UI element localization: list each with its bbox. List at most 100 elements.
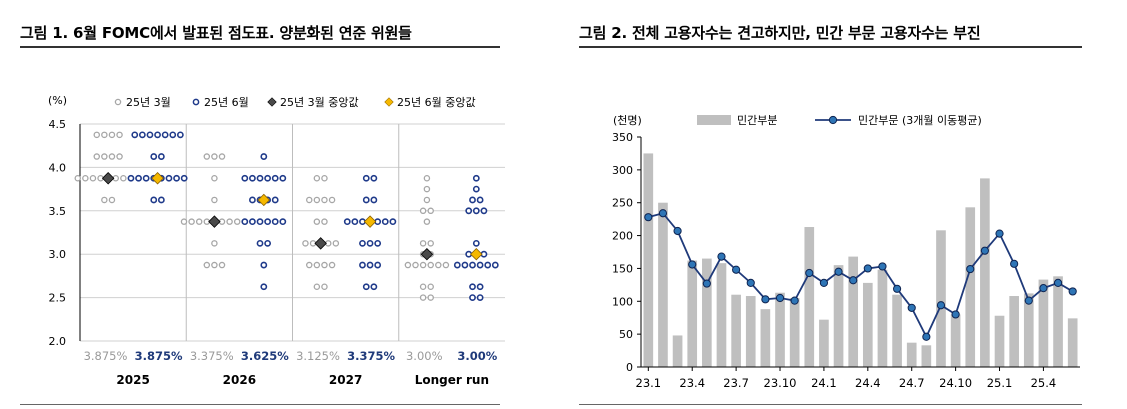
moving-average-point [1024, 296, 1033, 305]
moving-average-point [951, 310, 960, 319]
y-tick-label: 4.0 [49, 161, 67, 174]
y-tick-label: 200 [612, 230, 633, 243]
march-dot [116, 131, 123, 139]
moving-average-point [995, 229, 1004, 238]
moving-average-point [834, 267, 843, 276]
march-dot [226, 218, 233, 225]
legend-bar-swatch [697, 115, 731, 125]
march-dot [427, 207, 434, 215]
march-dot [195, 218, 203, 225]
x-tick-label: 24.7 [899, 376, 925, 390]
y-tick-label: 350 [612, 131, 633, 144]
march-dot [211, 196, 218, 204]
bar [921, 345, 932, 367]
march-dot [218, 261, 226, 269]
moving-average-point [1010, 259, 1019, 268]
march-dot [108, 153, 116, 160]
y-axis-unit: (천명) [613, 113, 642, 127]
march-median-marker [101, 172, 115, 185]
march-dot [419, 294, 427, 301]
bar [716, 263, 727, 367]
june-dot [453, 261, 461, 269]
bar [731, 294, 741, 367]
march-dot [108, 131, 116, 139]
june-median-label: 3.00% [457, 349, 497, 363]
bar [643, 153, 654, 367]
june-dot [146, 131, 154, 139]
march-dot [306, 196, 313, 204]
june-dot [351, 218, 359, 226]
june-dot [491, 261, 499, 269]
june-dot [138, 131, 146, 139]
march-dot [74, 174, 82, 182]
june-median-marker [363, 215, 377, 228]
june-dot [472, 185, 480, 193]
moving-average-point [658, 209, 668, 218]
march-median-label: 3.875% [84, 349, 128, 363]
bar [1009, 296, 1019, 367]
march-dot [233, 218, 241, 225]
march-dot [435, 261, 442, 269]
march-dot [321, 218, 328, 225]
y-axis-unit: (%) [48, 94, 67, 107]
june-dot [256, 239, 264, 247]
moving-average-point [863, 264, 872, 273]
legend-label: 25년 6월 중앙값 [397, 96, 476, 109]
june-dot [476, 283, 484, 291]
march-dot [306, 261, 313, 269]
moving-average-point [717, 252, 726, 261]
march-dot [313, 283, 321, 290]
june-dot [362, 174, 370, 182]
legend-label: 민간부문 (3개월 이동평균) [858, 114, 982, 127]
legend-label: 25년 3월 중앙값 [280, 96, 359, 109]
june-dot [374, 239, 382, 247]
bar [862, 282, 873, 367]
june-dot [157, 153, 165, 160]
june-dot [260, 153, 268, 160]
june-dot [472, 207, 480, 215]
march-dot [313, 218, 321, 225]
y-tick-label: 50 [619, 328, 633, 341]
june-dot [480, 207, 488, 215]
june-dot [343, 218, 351, 226]
june-dot [249, 218, 256, 226]
march-dot [101, 153, 108, 160]
june-dot [271, 174, 279, 182]
moving-average-point [732, 265, 741, 274]
bar [687, 260, 698, 367]
march-dot [332, 240, 340, 247]
june-dot [461, 261, 469, 269]
march-dot [328, 261, 336, 269]
title-underline [20, 46, 500, 48]
moving-average-point [878, 262, 887, 271]
bar [804, 227, 815, 367]
march-dot [93, 131, 101, 139]
june-dot [370, 174, 378, 182]
moving-average-point [966, 264, 975, 274]
x-tick-label: 23.10 [764, 376, 797, 390]
march-dot [101, 131, 108, 139]
x-tick-label: 24.1 [811, 376, 837, 390]
march-dot [211, 153, 218, 160]
march-dot [313, 261, 321, 269]
moving-average-point [790, 296, 799, 305]
x-tick-label: 25.4 [1031, 376, 1057, 390]
march-dot [427, 294, 434, 301]
june-dot [256, 174, 264, 182]
legend-line-marker [828, 115, 838, 125]
june-dot [366, 239, 374, 247]
bar [833, 265, 844, 367]
moving-average-point [907, 303, 916, 312]
moving-average-point [819, 278, 829, 287]
title-underline [579, 46, 1082, 48]
bar [760, 309, 771, 367]
y-tick-label: 150 [612, 262, 633, 275]
march-dot [419, 240, 427, 247]
bar [1067, 318, 1078, 367]
y-tick-label: 100 [612, 295, 633, 308]
y-tick-label: 3.0 [49, 248, 67, 261]
march-dot [313, 174, 321, 182]
june-dot [469, 283, 476, 291]
moving-average-point [702, 279, 711, 288]
june-dot [249, 174, 256, 182]
